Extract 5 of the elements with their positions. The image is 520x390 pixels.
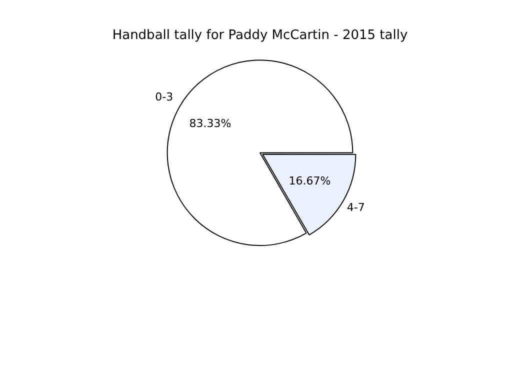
data-label: 83.33% (189, 116, 232, 130)
chart-title: Handball tally for Paddy McCartin - 2015 tally (112, 28, 408, 44)
data-label: 16.67% (288, 174, 331, 188)
slice-label: 0-3 (155, 90, 174, 104)
slice-label: 4-7 (346, 201, 365, 214)
